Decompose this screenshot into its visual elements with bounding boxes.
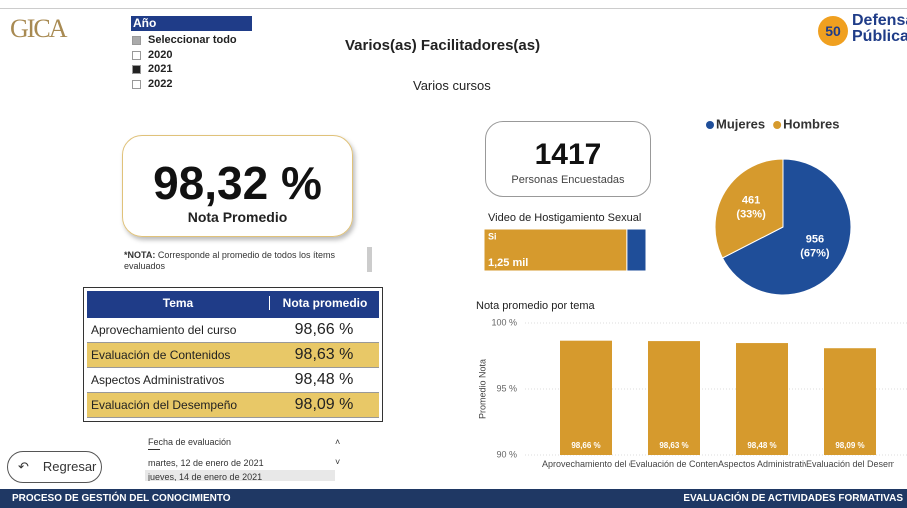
page-subtitle: Varios cursos bbox=[413, 78, 491, 93]
value-label: 1,25 mil bbox=[488, 257, 528, 269]
kpi-card: 98,32 % Nota Promedio bbox=[122, 135, 353, 237]
option-label: 2020 bbox=[148, 48, 173, 61]
table: Tema Nota promedio Aprovechamiento del cur… bbox=[83, 287, 383, 422]
checkbox[interactable] bbox=[132, 36, 141, 45]
table-cell: Aprovechamiento del curso bbox=[91, 323, 237, 337]
x-tick-label: Aspectos Administrativos bbox=[718, 459, 806, 469]
value-label: 98,48 % bbox=[747, 441, 776, 450]
bar bbox=[560, 340, 612, 455]
logo: GICA bbox=[10, 14, 68, 43]
slicer-title: Fecha de evaluación bbox=[148, 437, 232, 447]
count-label: Personas Encuestadas bbox=[511, 174, 625, 186]
filter-title: Año bbox=[131, 16, 252, 31]
x-label-box: Evaluación de Contenidos bbox=[630, 459, 718, 469]
scroll-down[interactable]: ˅ bbox=[335, 457, 341, 467]
slice-value: 956 bbox=[806, 233, 824, 245]
y-tick-label: 95 % bbox=[496, 383, 517, 393]
slicer-rule bbox=[148, 449, 160, 450]
brand-badge: 50 bbox=[818, 16, 848, 46]
footer-right: EVALUACIÓN DE ACTIVIDADES FORMATIVAS bbox=[683, 493, 903, 504]
note-bold: *NOTA: bbox=[124, 250, 156, 260]
bar bbox=[648, 341, 700, 455]
table-cell: 98,48 % bbox=[294, 371, 354, 388]
chart-title: Video de Hostigamiento Sexual bbox=[488, 212, 641, 224]
top-rule bbox=[0, 8, 907, 9]
table-cell: Aspectos Administrativos bbox=[91, 373, 225, 387]
checkbox[interactable] bbox=[132, 50, 141, 60]
table-cell: 98,09 % bbox=[294, 396, 354, 413]
bar bbox=[824, 348, 876, 455]
table-header: Nota promedio bbox=[269, 296, 380, 310]
bar-segment bbox=[626, 228, 647, 272]
slice-percent: (33%) bbox=[736, 208, 766, 220]
pie-slice bbox=[714, 158, 784, 259]
brand-name: DefensaPública bbox=[852, 13, 907, 45]
chart-title: Nota promedio por tema bbox=[476, 300, 595, 312]
back-button[interactable]: ↶ Regresar bbox=[7, 451, 102, 483]
slice-value: 461 bbox=[742, 194, 760, 206]
option-label: Seleccionar todo bbox=[148, 34, 237, 46]
table-cell: 98,66 % bbox=[294, 321, 354, 338]
option-label: 2021 bbox=[148, 63, 173, 75]
back-icon: ↶ bbox=[18, 459, 29, 474]
table-cell: 98,63 % bbox=[294, 346, 354, 363]
note-text: Corresponde al promedio de todos los íte… bbox=[124, 250, 335, 271]
scroll-up[interactable]: ˄ bbox=[335, 437, 341, 447]
table-cell: Evaluación de Contenidos bbox=[91, 348, 231, 362]
kpi-value: 98,32 % bbox=[153, 157, 322, 209]
option-label: 2022 bbox=[148, 77, 173, 90]
x-label-box: Evaluación del Desempeño bbox=[806, 459, 894, 469]
slicer-item[interactable]: martes, 12 de enero de 2021 bbox=[148, 458, 264, 468]
x-label-box: Aprovechamiento del curso bbox=[542, 459, 630, 469]
footer: PROCESO DE GESTIÓN DEL CONOCIMIENTO EVAL… bbox=[0, 489, 907, 508]
slicer-item[interactable]: jueves, 14 de enero de 2021 bbox=[148, 472, 263, 481]
brand-line: Pública bbox=[852, 28, 907, 45]
x-label-box: Aspectos Administrativos bbox=[718, 459, 806, 469]
table-row bbox=[87, 343, 379, 368]
legend-dot bbox=[706, 121, 714, 129]
footer-left: PROCESO DE GESTIÓN DEL CONOCIMIENTO bbox=[12, 493, 231, 504]
note: *NOTA: Corresponde al promedio de todos … bbox=[124, 250, 359, 272]
date-slicer: Fecha de evaluación martes, 12 de enero … bbox=[145, 433, 345, 481]
x-tick-label: Evaluación del Desempeño bbox=[806, 459, 894, 469]
count-value: 1417 bbox=[534, 138, 602, 171]
value-label: 98,63 % bbox=[659, 441, 688, 450]
checkbox[interactable] bbox=[132, 65, 141, 74]
table-header: Tema bbox=[162, 296, 194, 310]
value-label: 98,09 % bbox=[835, 441, 864, 450]
count-card: 1417 Personas Encuestadas bbox=[485, 121, 651, 197]
back-label: Regresar bbox=[42, 459, 97, 474]
table-row bbox=[87, 318, 379, 343]
bar-segment bbox=[483, 228, 628, 272]
table-cell: Evaluación del Desempeño bbox=[91, 398, 238, 412]
brand-line: Defensa bbox=[852, 12, 907, 29]
value-label: 98,66 % bbox=[571, 441, 600, 450]
y-tick-label: 90 % bbox=[496, 449, 517, 459]
pie-slice bbox=[721, 158, 852, 296]
checkbox[interactable] bbox=[132, 79, 141, 89]
legend-label: Mujeres bbox=[716, 116, 765, 131]
series-label: Si bbox=[488, 231, 497, 241]
kpi-label: Nota Promedio bbox=[187, 209, 288, 225]
x-tick-label: Aprovechamiento del curso bbox=[542, 459, 630, 469]
legend-dot bbox=[773, 121, 782, 129]
legend-label: Hombres bbox=[783, 116, 839, 131]
bar bbox=[736, 343, 788, 455]
page-title: Varios(as) Facilitadores(as) bbox=[345, 37, 541, 54]
table-header-row bbox=[87, 291, 379, 318]
y-axis-label: Promedio Nota bbox=[477, 359, 487, 419]
x-tick-label: Evaluación de Contenidos bbox=[630, 459, 718, 469]
y-tick-label: 100 % bbox=[491, 317, 517, 327]
slicer-highlight bbox=[145, 470, 335, 481]
table-row bbox=[87, 393, 379, 418]
slice-percent: (67%) bbox=[800, 247, 830, 259]
scrollbar bbox=[367, 247, 372, 272]
table-row bbox=[87, 368, 379, 393]
